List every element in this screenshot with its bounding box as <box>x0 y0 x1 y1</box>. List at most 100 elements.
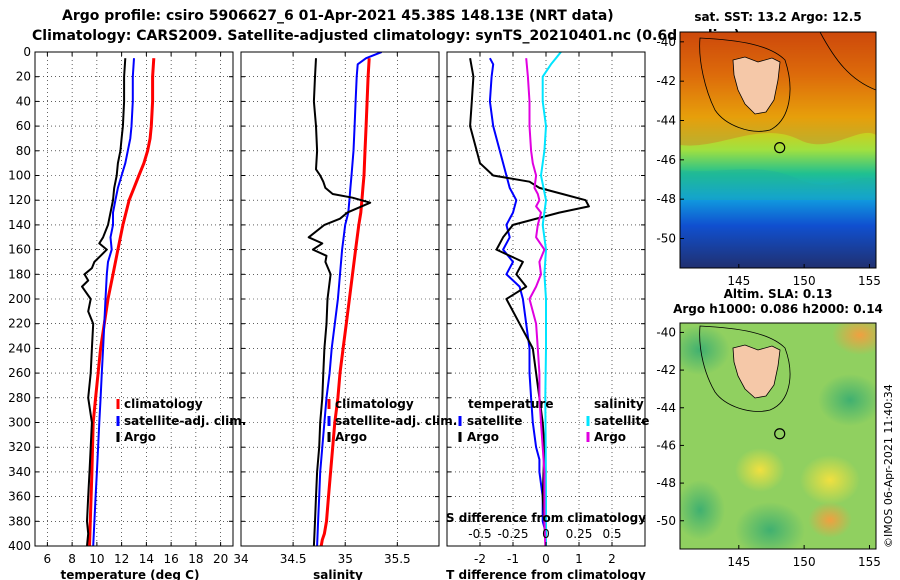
y-tick-label: -44 <box>656 114 676 128</box>
series-line-climatology <box>319 58 371 546</box>
salinity-panel: 34 34.5 35 35.5 salinity climatology satell… <box>233 51 457 580</box>
x-tick-label: 145 <box>727 274 750 288</box>
x-tick-label: 155 <box>858 274 881 288</box>
legend-climatology-label: climatology <box>335 397 414 411</box>
sst-front-region <box>680 169 876 200</box>
x-tick-label: -1 <box>507 552 519 566</box>
y-tick-label: -48 <box>656 476 676 490</box>
temperature-lines <box>81 58 156 546</box>
difference-grid <box>447 51 645 547</box>
series-line-salinity-argo <box>525 58 547 546</box>
y-tick-label: 340 <box>8 465 31 479</box>
imos-credit: ©IMOS 06-Apr-2021 11:40:34 <box>882 384 895 548</box>
sla-high-3 <box>832 323 876 355</box>
y-tick-label: -48 <box>656 192 676 206</box>
difference-x2label: S difference from climatology <box>446 511 646 525</box>
difference-lines <box>469 52 590 546</box>
x-tick-label: 2 <box>608 552 616 566</box>
series-line-argo <box>307 58 372 546</box>
temperature-legend: climatology satellite-adj. clim. Argo <box>116 397 246 444</box>
difference-panel: -2 -1 0 1 2 T difference from climatology S … <box>446 51 649 580</box>
salinity-lines <box>307 52 383 546</box>
figure-title-line1: Argo profile: csiro 5906627_6 01-Apr-202… <box>62 8 614 24</box>
x-tick-label: 150 <box>793 274 816 288</box>
sla-map: Altim. SLA: 0.13 Argo h1000: 0.086 h2000… <box>656 287 883 569</box>
sla-low-1 <box>680 325 730 375</box>
y-tick-label: 360 <box>8 490 31 504</box>
tasmania-land <box>732 56 781 115</box>
x-tick-label: 12 <box>114 552 129 566</box>
salinity-ticks: 34 34.5 35 35.5 <box>233 51 439 566</box>
legend-salinity-title: salinity <box>594 397 644 411</box>
x-tick-label: 34 <box>233 552 248 566</box>
x-tick-label: 155 <box>858 555 881 569</box>
y-tick-label: 260 <box>8 366 31 380</box>
sla-high-1 <box>800 455 860 505</box>
sst-map-title: sat. SST: 13.2 Argo: 12.5 <box>694 10 861 24</box>
x2-tick-label: 0 <box>542 527 550 541</box>
y-tick-label: -42 <box>656 74 676 88</box>
salinity-legend: climatology satellite-adj. clim. Argo <box>327 397 457 444</box>
legend-argo-label: Argo <box>124 430 156 444</box>
x-tick-label: 10 <box>89 552 104 566</box>
sst-map-frame <box>679 31 877 269</box>
temperature-xlabel: temperature (deg C) <box>61 568 200 580</box>
sla-map-title-2: Argo h1000: 0.086 h2000: 0.14 <box>673 302 883 316</box>
y-tick-label: -42 <box>656 363 676 377</box>
bathymetry-contour <box>699 37 791 132</box>
x-tick-label: 14 <box>139 552 154 566</box>
sla-high-4 <box>808 502 852 538</box>
y-tick-label: 220 <box>8 317 31 331</box>
y-tick-label: 100 <box>8 169 31 183</box>
y-tick-label: 140 <box>8 218 31 232</box>
x-tick-label: 6 <box>44 552 52 566</box>
temperature-ticks: 0 20 40 60 80 100 120 140 160 180 200 220 240 260 280 3… <box>8 45 233 566</box>
series-line-temperature-satellite <box>488 57 547 546</box>
x-tick-label: 20 <box>213 552 228 566</box>
sla-map-title-1: Altim. SLA: 0.13 <box>724 287 833 301</box>
salinity-xlabel: salinity <box>313 568 363 580</box>
difference-xlabel: T difference from climatology <box>446 568 646 580</box>
y-tick-label: 0 <box>23 45 31 59</box>
series-line-climatology <box>88 58 156 546</box>
x-tick-label: 8 <box>68 552 76 566</box>
y-tick-label: 180 <box>8 267 31 281</box>
sla-map-ticks: -40 -42 -44 -46 -48 -50 145 150 155 <box>656 325 881 569</box>
y-tick-label: 400 <box>8 539 31 553</box>
sla-low-3 <box>735 502 805 549</box>
sla-low-2 <box>818 374 876 426</box>
y-tick-label: -46 <box>656 438 676 452</box>
legend-t-satellite-label: satellite <box>467 414 522 428</box>
legend-satellite-label: satellite-adj. clim. <box>124 414 246 428</box>
y-tick-label: 380 <box>8 514 31 528</box>
x-tick-label: 150 <box>793 555 816 569</box>
y-tick-label: -40 <box>656 325 676 339</box>
y-tick-label: 240 <box>8 341 31 355</box>
series-line-salinity-satellite <box>540 52 562 546</box>
x-tick-label: 35 <box>338 552 353 566</box>
difference-legend: temperature satellite Argo salinity sate… <box>458 397 649 444</box>
sla-high-2 <box>735 448 785 492</box>
legend-t-argo-label: Argo <box>467 430 499 444</box>
x-tick-label: 0 <box>542 552 550 566</box>
legend-s-satellite-label: satellite <box>594 414 649 428</box>
sst-map-ticks: -40 -42 -44 -46 -48 -50 145 150 155 <box>656 35 881 288</box>
argo-location-marker <box>774 428 786 440</box>
y-tick-label: 20 <box>16 70 31 84</box>
series-line-satellite-adj-clim- <box>92 58 135 546</box>
y-tick-label: 120 <box>8 193 31 207</box>
temperature-grid <box>35 51 233 547</box>
legend-climatology-label: climatology <box>124 397 203 411</box>
difference-ticks: -2 -1 0 1 2 <box>447 51 645 566</box>
y-tick-label: -46 <box>656 153 676 167</box>
legend-temperature-title: temperature <box>468 397 553 411</box>
sst-map: sat. SST: 13.2 Argo: 12.5 -40 -42 -44 -46 -4… <box>656 10 881 288</box>
tasmania-land <box>732 344 781 399</box>
argo-location-marker <box>774 142 786 154</box>
y-tick-label: 300 <box>8 416 31 430</box>
y-tick-label: -40 <box>656 35 676 49</box>
legend-s-argo-label: Argo <box>594 430 626 444</box>
y-tick-label: 320 <box>8 440 31 454</box>
x-tick-label: -2 <box>474 552 486 566</box>
